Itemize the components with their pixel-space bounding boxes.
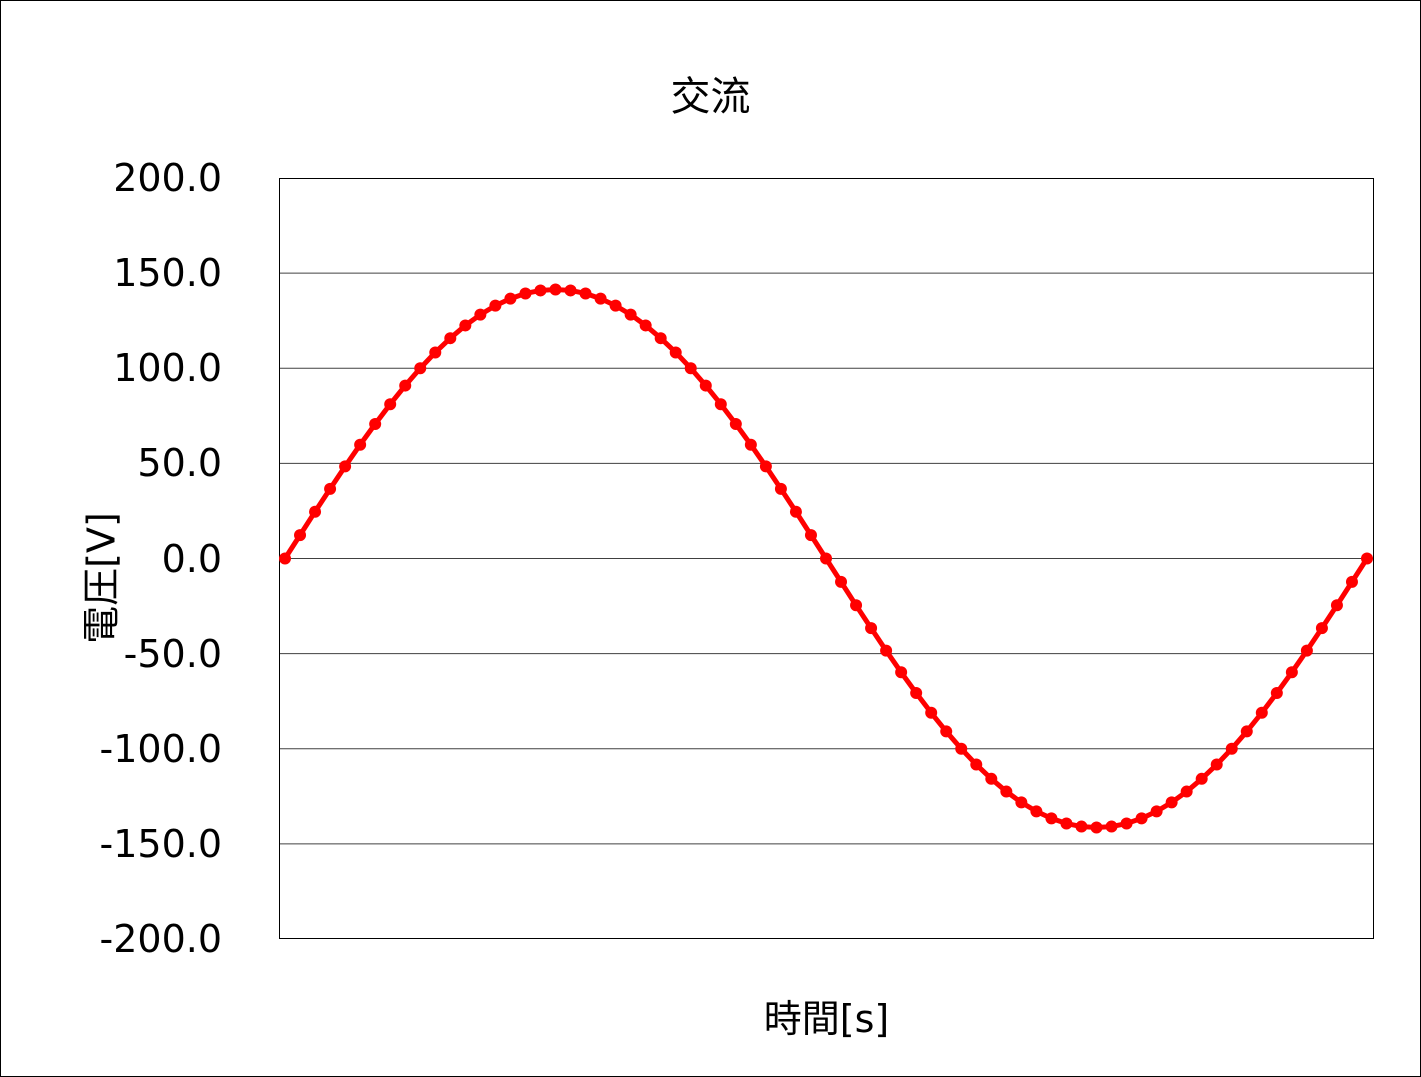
data-point-marker xyxy=(654,332,667,345)
data-point-marker xyxy=(459,319,472,332)
data-point-marker xyxy=(519,287,532,300)
data-point-marker xyxy=(684,362,697,375)
data-point-marker xyxy=(369,417,382,430)
data-point-marker xyxy=(925,706,938,719)
data-point-marker xyxy=(1120,817,1133,830)
data-point-marker xyxy=(835,575,848,588)
data-point-marker xyxy=(384,398,397,411)
data-point-marker xyxy=(1270,687,1283,700)
data-point-marker xyxy=(699,379,712,392)
data-point-marker xyxy=(429,346,442,359)
data-point-marker xyxy=(1345,575,1358,588)
data-point-marker xyxy=(339,460,352,473)
chart-title: 交流 xyxy=(670,74,751,120)
y-tick-label: -200.0 xyxy=(99,917,223,961)
data-point-marker xyxy=(324,482,337,495)
data-point-marker xyxy=(294,529,307,542)
data-point-marker xyxy=(279,552,291,565)
data-point-marker xyxy=(804,529,817,542)
data-point-marker xyxy=(564,284,577,297)
x-axis-title: 時間[s] xyxy=(763,997,890,1041)
data-point-marker xyxy=(1195,772,1208,785)
data-point-marker xyxy=(1090,821,1103,834)
data-point-marker xyxy=(714,398,727,411)
data-point-marker xyxy=(489,299,502,312)
data-point-marker xyxy=(1000,785,1013,798)
y-tick-label: 150.0 xyxy=(113,251,222,296)
data-point-marker xyxy=(504,292,517,305)
data-point-marker xyxy=(1180,785,1193,798)
data-point-marker xyxy=(354,438,367,451)
data-point-marker xyxy=(759,460,772,473)
data-point-marker xyxy=(955,742,968,755)
data-point-marker xyxy=(1240,725,1253,738)
data-point-marker xyxy=(309,505,322,518)
data-point-marker xyxy=(639,319,652,332)
data-point-marker xyxy=(729,417,742,430)
data-point-marker xyxy=(1300,644,1313,657)
data-point-marker xyxy=(609,299,622,312)
data-point-marker xyxy=(895,666,908,679)
data-point-marker xyxy=(1150,805,1163,818)
data-point-marker xyxy=(399,379,412,392)
data-point-marker xyxy=(970,758,983,771)
data-point-marker xyxy=(865,622,878,635)
data-point-marker xyxy=(594,292,607,305)
y-tick-label: 0.0 xyxy=(161,536,222,581)
data-point-marker xyxy=(910,687,923,700)
data-point-marker xyxy=(789,505,802,518)
data-point-marker xyxy=(624,308,637,321)
data-point-marker xyxy=(744,438,757,451)
data-point-marker xyxy=(414,362,427,375)
data-point-marker xyxy=(474,308,487,321)
data-point-marker xyxy=(669,346,682,359)
data-point-marker xyxy=(1225,742,1238,755)
y-tick-label: 50.0 xyxy=(137,441,222,486)
data-point-marker xyxy=(1075,820,1088,833)
y-tick-label: -100.0 xyxy=(99,726,223,771)
data-point-marker xyxy=(1330,599,1343,612)
data-point-marker xyxy=(1361,552,1373,565)
data-point-marker xyxy=(985,772,998,785)
y-tick-label: -50.0 xyxy=(123,631,222,676)
data-point-marker xyxy=(1210,758,1223,771)
data-point-marker xyxy=(774,482,787,495)
data-point-marker xyxy=(534,284,547,297)
data-point-marker xyxy=(1135,812,1148,825)
data-point-marker xyxy=(1285,666,1298,679)
y-tick-label: -150.0 xyxy=(99,821,223,866)
y-tick-label: 200.0 xyxy=(113,156,222,200)
data-point-marker xyxy=(579,287,592,300)
data-point-marker xyxy=(1315,622,1328,635)
data-point-marker xyxy=(1015,796,1028,809)
data-point-marker xyxy=(1255,706,1268,719)
data-point-marker xyxy=(880,644,893,657)
y-tick-label: 100.0 xyxy=(113,346,222,391)
data-point-marker xyxy=(1060,817,1073,830)
data-point-marker xyxy=(549,283,562,296)
data-point-marker xyxy=(1105,820,1118,833)
data-point-marker xyxy=(1030,805,1043,818)
data-point-marker xyxy=(820,552,832,565)
data-point-marker xyxy=(940,725,953,738)
data-point-marker xyxy=(850,599,863,612)
data-point-marker xyxy=(444,332,457,345)
data-point-marker xyxy=(1045,812,1058,825)
data-point-marker xyxy=(1165,796,1178,809)
